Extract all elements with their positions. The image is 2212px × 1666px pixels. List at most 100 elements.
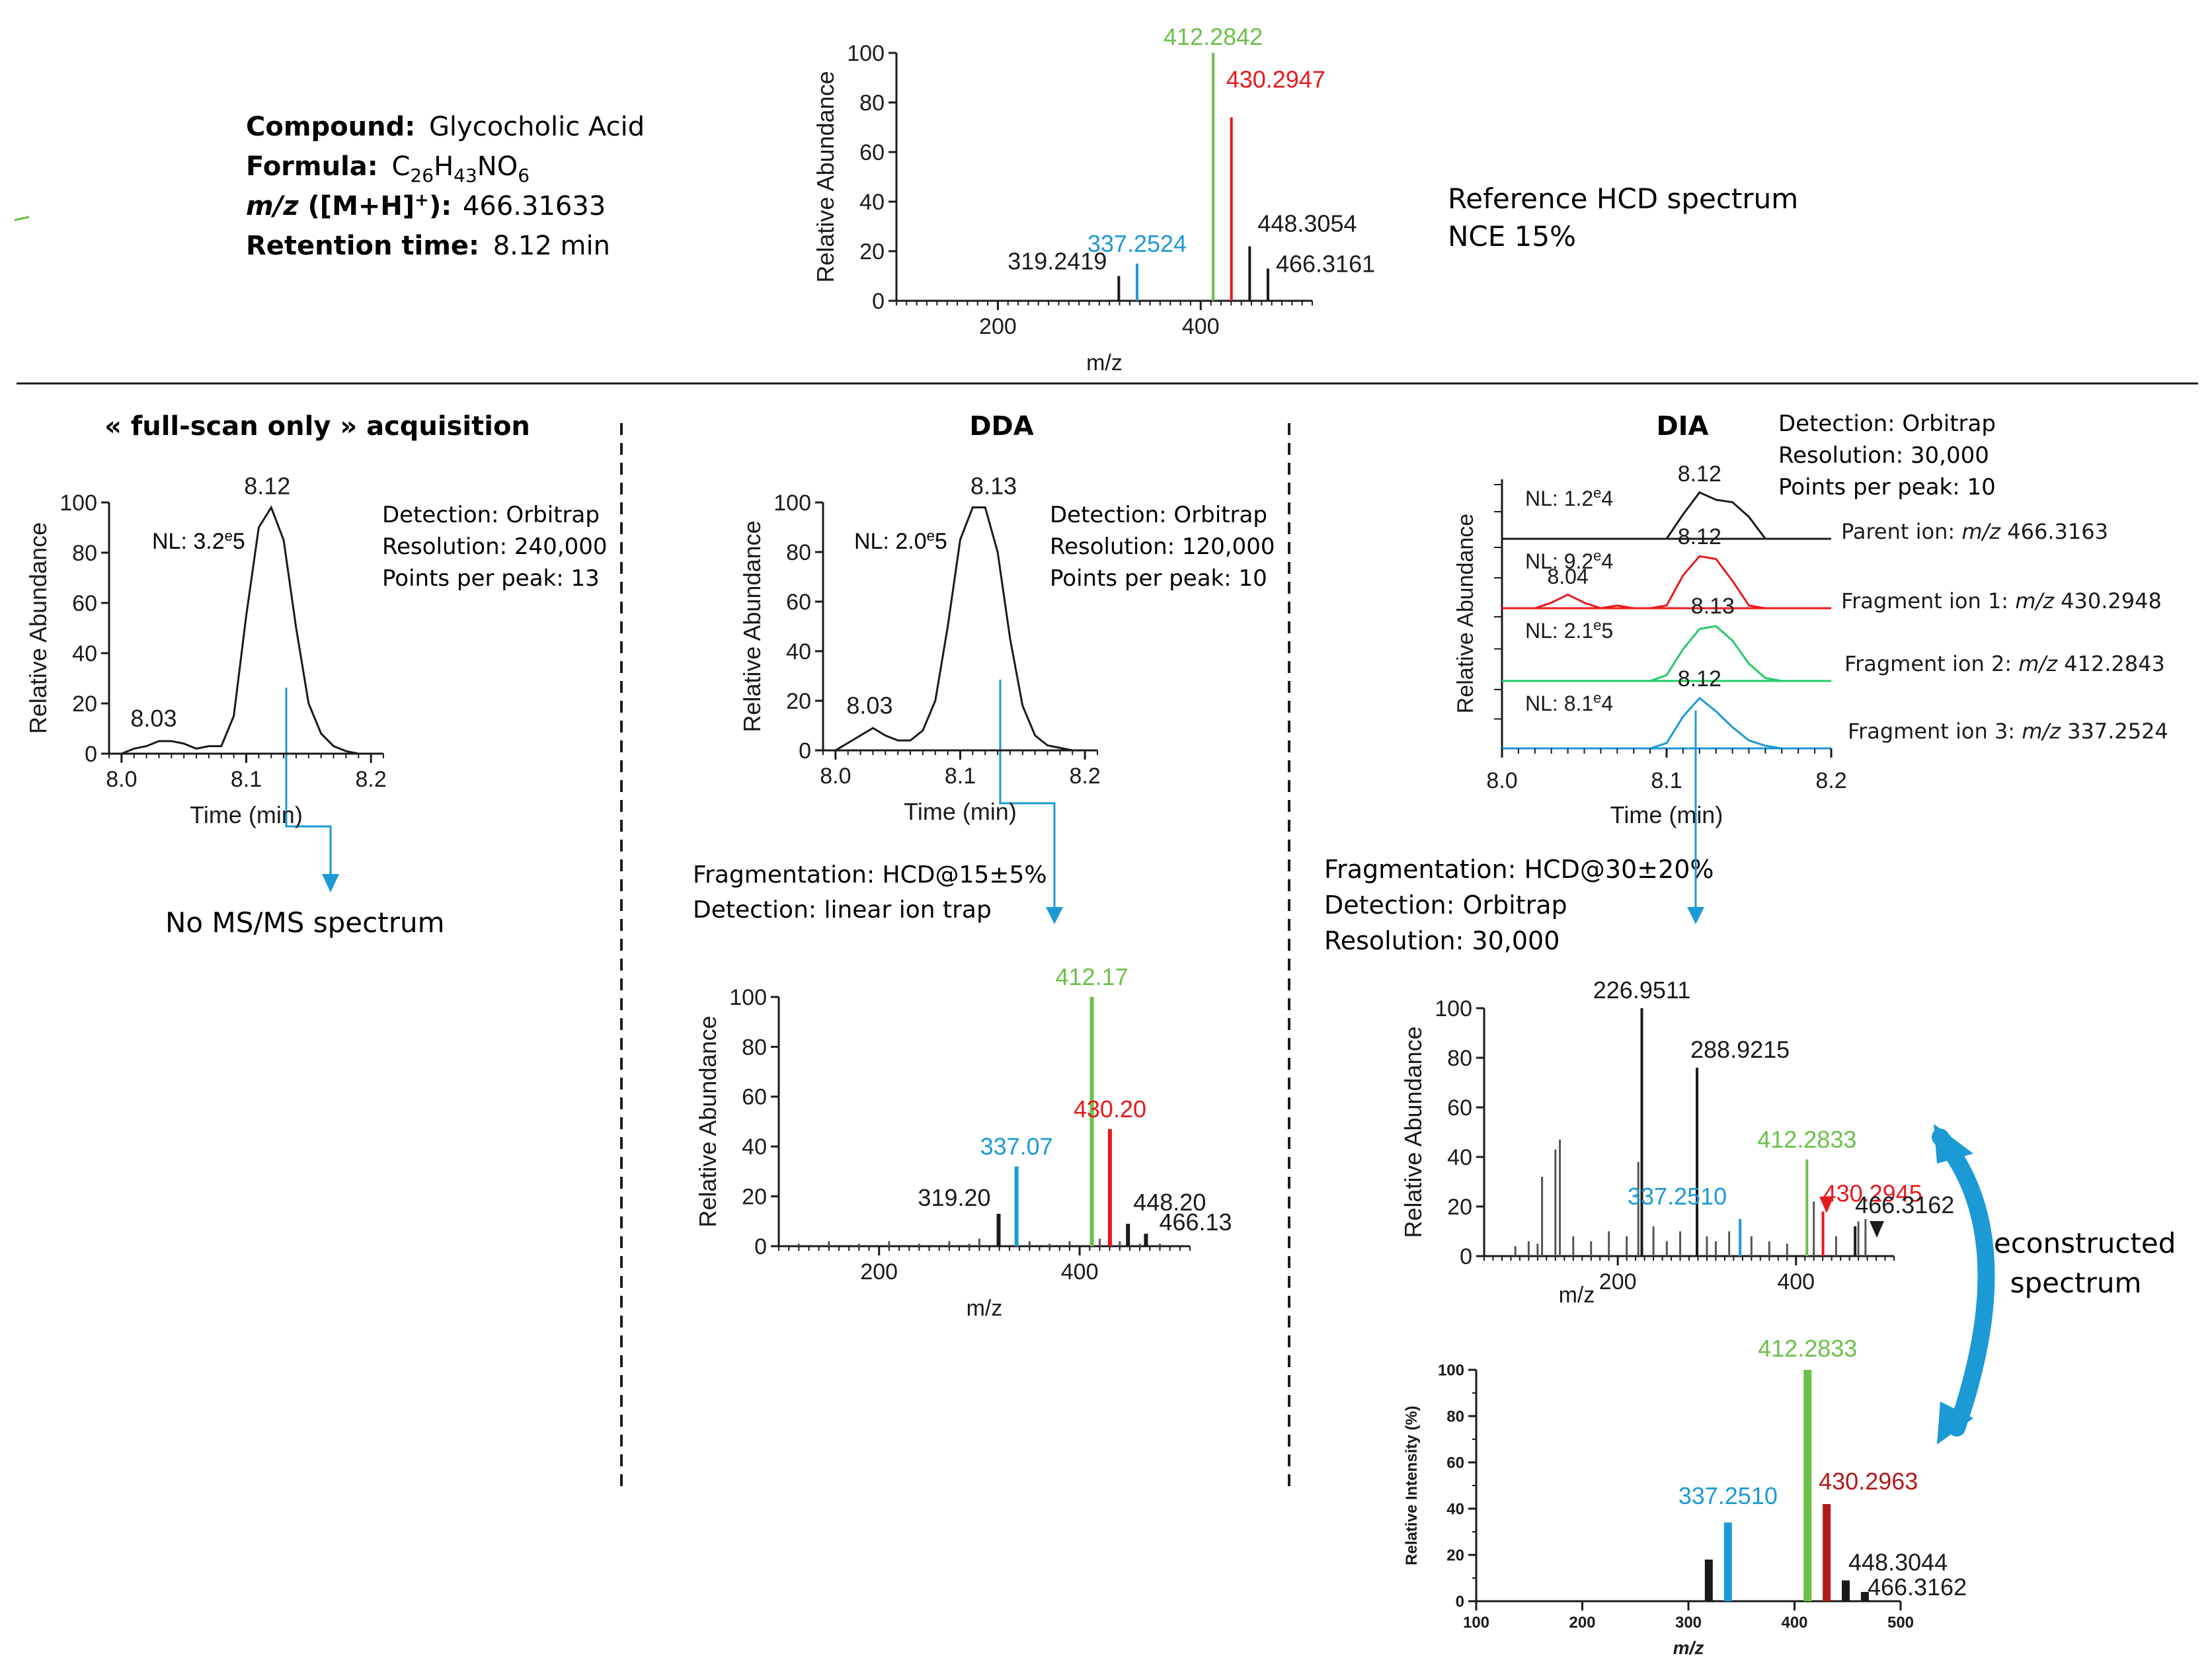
chart-dia_msms: 0 20 40 60 80 100 200 400 226.9511 288.9215 337.25… <box>1400 976 1954 1308</box>
compound-info: Compound: Glycocholic Acid Formula: C26H… <box>246 112 645 261</box>
peak-bar <box>1823 1504 1831 1601</box>
dia-nl-label: NL: 9.2e4 <box>1525 547 1613 573</box>
curved-arrow-body <box>1932 1129 1995 1437</box>
x-tick-label: 200 <box>1569 1614 1595 1632</box>
apex-label: 8.13 <box>970 473 1017 500</box>
y-axis-title: Relative Abundance <box>738 520 766 732</box>
y-tick-label: 100 <box>59 491 97 516</box>
y-tick-label: 20 <box>859 239 885 264</box>
dia-extra-label: 8.04 <box>1547 565 1588 588</box>
y-tick-label: 0 <box>754 1234 767 1259</box>
dia-x-tick-label: 8.1 <box>1651 768 1682 793</box>
y-tick-label: 60 <box>786 590 811 615</box>
dia-trace-line <box>1502 696 1831 750</box>
chart-fullscan_xic: 0 20 40 60 80 100 8.0 8.1 8.2 8.12 8.03 Relative Ab… <box>24 473 387 828</box>
x-tick-label: 400 <box>1182 314 1220 339</box>
peak-label: 466.3162 <box>1855 1191 1954 1218</box>
rt-value: 8.12 min <box>493 231 610 261</box>
no-msms-text: No MS/MS spectrum <box>165 906 445 939</box>
mz-italic: m/z <box>246 191 299 221</box>
peak-label: 466.3162 <box>1868 1573 1967 1601</box>
mz-value: 466.31633 <box>463 191 606 221</box>
dia-trace-label: Fragment ion 3: m/z 337.2524 <box>1848 719 2168 744</box>
apex-label: 8.03 <box>130 705 177 732</box>
stray-mark <box>14 216 30 221</box>
formula-h-sub: 43 <box>454 165 477 186</box>
y-tick-label: 20 <box>72 692 97 717</box>
dia-x-tick-label: 8.2 <box>1815 768 1846 793</box>
peak-bar <box>1860 1592 1869 1601</box>
dia-nl-label: NL: 1.2e4 <box>1525 485 1613 510</box>
dia-apex-label: 8.12 <box>1678 461 1721 487</box>
y-tick-label: 0 <box>799 738 811 764</box>
x-axis-title: m/z <box>1086 350 1123 376</box>
dia-x-tick-label: 8.0 <box>1486 768 1517 793</box>
peak-label: 412.17 <box>1056 963 1128 990</box>
dia-trace-line <box>1502 555 1831 610</box>
x-tick-label: 8.0 <box>106 767 137 792</box>
peak-label: 412.2833 <box>1758 1335 1857 1362</box>
dda-connector <box>999 680 1056 909</box>
x-axis-title: m/z <box>967 1296 1003 1321</box>
curved-arrow-tail <box>1934 1124 1973 1164</box>
reference-note-line2: NCE 15% <box>1448 220 1576 253</box>
dia-nl-label: NL: 2.1e5 <box>1525 617 1613 643</box>
svg-text:Formula: C26H43NO6: Formula: C26H43NO6 <box>246 151 530 186</box>
dda-nl: NL: 2.0e5 <box>854 528 947 554</box>
y-tick-label: 40 <box>1446 1500 1464 1518</box>
y-tick-label: 80 <box>72 541 97 566</box>
x-tick-label: 8.1 <box>945 764 976 789</box>
svg-text:Compound: Glycocholic Ac: Compound: Glycocholic Acid <box>246 112 645 142</box>
x-axis-title: Time (min) <box>904 798 1017 825</box>
y-axis-title: Relative Abundance <box>694 1015 721 1227</box>
y-tick-label: 60 <box>859 140 885 165</box>
y-axis-title: Relative Abundance <box>1400 1026 1427 1238</box>
peak-bar <box>1842 1580 1850 1601</box>
compound-value: Glycocholic Acid <box>429 112 645 142</box>
dda-resolution: Resolution: 120,000 <box>1050 534 1275 560</box>
dda-detection: Detection: Orbitrap <box>1050 502 1267 528</box>
y-tick-label: 40 <box>786 639 811 664</box>
dda-info: Detection: Orbitrap Resolution: 120,000 … <box>693 502 1275 924</box>
formula-o-sub: 6 <box>518 165 530 186</box>
chart-dda_msms: 0 20 40 60 80 100 200 400 319.20 337.07 412.17 430.… <box>694 963 1232 1321</box>
chart-dda_xic: 0 20 40 60 80 100 8.0 8.1 8.2 8.13 8.03 Relative Ab… <box>738 473 1101 826</box>
x-tick-label: 400 <box>1781 1614 1807 1632</box>
rt-label: Retention time: <box>246 231 479 261</box>
y-tick-label: 40 <box>72 641 97 666</box>
dia-trace-label: Fragment ion 1: m/z 430.2948 <box>1841 588 2162 614</box>
curved-arrow-head <box>1937 1402 1973 1445</box>
dia-nl-label: NL: 8.1e4 <box>1525 690 1613 715</box>
reconstructed-label-1: Reconstructed <box>1976 1227 2176 1259</box>
mz-plus: + <box>415 190 429 210</box>
y-tick-label: 20 <box>786 689 811 714</box>
y-tick-label: 100 <box>729 985 767 1010</box>
y-tick-label: 60 <box>1446 1454 1464 1472</box>
x-tick-label: 400 <box>1777 1269 1815 1294</box>
y-tick-label: 80 <box>859 91 885 116</box>
apex-label: 8.03 <box>846 692 892 719</box>
dia-trace-label: Fragment ion 2: m/z 412.2843 <box>1844 651 2165 676</box>
formula-no: NO <box>477 151 518 182</box>
y-tick-label: 60 <box>72 591 97 616</box>
peak-label: 412.2842 <box>1164 23 1263 50</box>
formula-c-sub: 26 <box>410 165 434 186</box>
full-scan-detection: Detection: Orbitrap <box>382 502 600 528</box>
y-tick-label: 20 <box>1446 1546 1464 1564</box>
formula-label: Formula: <box>246 151 378 182</box>
peak-label: 430.2963 <box>1819 1468 1918 1495</box>
formula-c: C <box>391 151 410 182</box>
full-scan-points: Points per peak: 13 <box>382 565 600 592</box>
x-axis-title: m/z <box>1673 1638 1704 1658</box>
x-axis-title: m/z <box>1559 1283 1595 1308</box>
svg-text:m/z ([M+H]+): 466.31633: m/z ([M+H]+): 466.31633 <box>246 190 606 221</box>
y-tick-label: 100 <box>847 41 885 66</box>
xic-line <box>121 505 359 755</box>
mz-close: ): <box>429 191 452 221</box>
chart-reconstructed: 0 20 40 60 80 100 100 200 300 400 500 337.2510 412.2… <box>1403 1335 1967 1658</box>
dda-detection-trap: Detection: linear ion trap <box>693 896 992 924</box>
section-title-dda: DDA <box>969 411 1033 442</box>
y-tick-label: 60 <box>1447 1095 1472 1121</box>
